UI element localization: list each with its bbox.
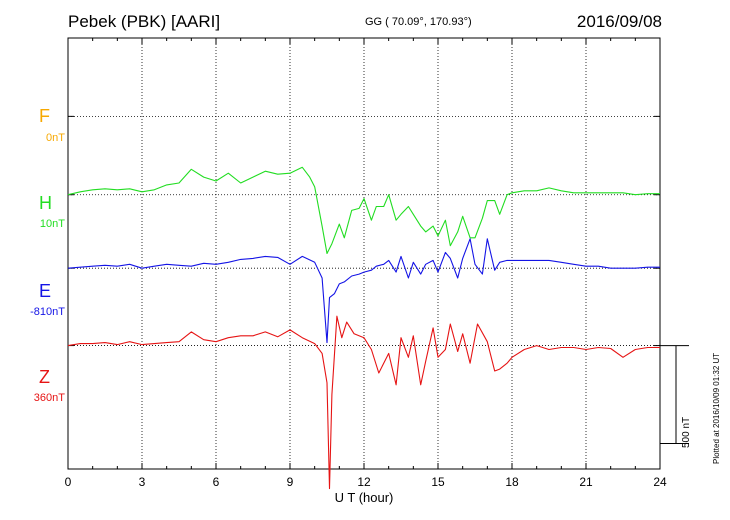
- series-baseline-e: -810nT: [30, 306, 65, 318]
- x-tick-label: 24: [653, 475, 667, 489]
- plot-grid: [68, 38, 660, 469]
- plotted-timestamp: Plotted at 2016/10/09 01:32 UT: [712, 352, 721, 464]
- x-tick-labels: 0 3 6 9 12 15 18 21 24: [65, 475, 667, 489]
- x-tick-label: 12: [357, 475, 371, 489]
- series-name-e: E: [39, 281, 52, 301]
- scale-bar-label: 500 nT: [681, 416, 692, 448]
- series-lines: [67, 166, 660, 490]
- scale-bar: [660, 345, 689, 445]
- x-tick-label: 18: [505, 475, 519, 489]
- x-tick-label: 21: [579, 475, 593, 489]
- x-tick-label: 9: [287, 475, 294, 489]
- station-title: Pebek (PBK) [AARI]: [68, 12, 221, 31]
- series-baseline-h: 10nT: [39, 218, 65, 230]
- series-name-z: Z: [39, 367, 50, 387]
- series-line-e: [67, 238, 660, 344]
- axis-ticks: [67, 38, 661, 469]
- series-baseline-z: 360nT: [33, 392, 65, 404]
- x-tick-label: 6: [213, 475, 220, 489]
- series-line-h: [67, 166, 660, 255]
- series-name-f: F: [39, 106, 50, 126]
- geo-coordinates: GG ( 70.09°, 170.93°): [365, 16, 472, 28]
- x-tick-label: 15: [431, 475, 445, 489]
- series-line-z: [67, 315, 660, 490]
- x-tick-label: 3: [139, 475, 146, 489]
- x-tick-label: 0: [65, 475, 72, 489]
- series-name-h: H: [39, 193, 52, 213]
- series-baseline-f: 0nT: [46, 132, 65, 144]
- x-axis-label: U T (hour): [335, 490, 394, 505]
- plot-date: 2016/09/08: [576, 12, 662, 31]
